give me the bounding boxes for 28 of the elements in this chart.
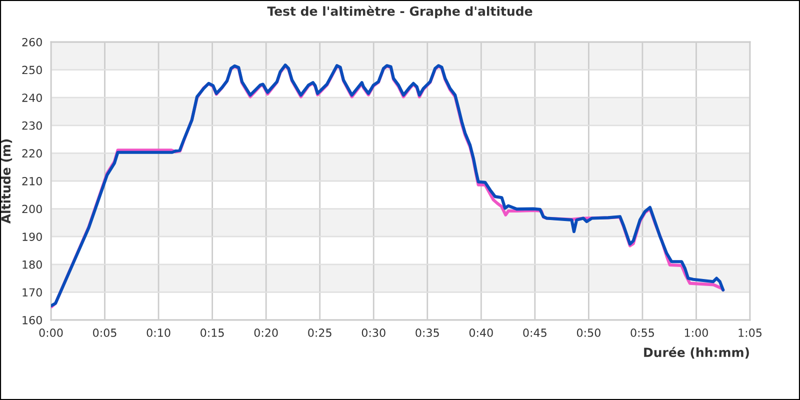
- x-tick-label: 0:35: [416, 328, 439, 337]
- y-tick-label: 190: [22, 232, 42, 241]
- y-tick-label: 160: [22, 316, 42, 324]
- x-tick-label: 1:00: [684, 328, 708, 337]
- x-tick-label: 0:20: [254, 328, 278, 337]
- x-tick-label: 0:10: [146, 328, 170, 337]
- x-tick-label: 1:05: [738, 328, 762, 337]
- y-tick-label: 260: [22, 38, 42, 46]
- y-axis-title: Altitude (m): [0, 139, 12, 224]
- y-tick-label: 210: [22, 176, 42, 186]
- x-axis-title: Durée (hh:mm): [644, 346, 749, 359]
- y-tick-label: 200: [22, 204, 42, 214]
- x-tick-label: 0:15: [200, 328, 224, 337]
- y-tick-label: 170: [22, 288, 42, 297]
- x-tick-label: 0:05: [93, 328, 116, 337]
- y-tick-label: 220: [22, 149, 42, 158]
- y-tick-label: 240: [22, 94, 42, 102]
- y-tick-label: 230: [22, 121, 42, 130]
- x-tick-label: 0:40: [469, 328, 493, 337]
- y-tick-label: 250: [22, 66, 42, 74]
- x-tick-label: 0:50: [576, 328, 600, 337]
- chart-title: Test de l'altimètre - Graphe d'altitude: [267, 6, 532, 18]
- x-tick-label: 0:45: [523, 328, 546, 337]
- x-tick-label: 0:55: [630, 328, 654, 337]
- y-tick-label: 180: [22, 260, 42, 269]
- x-tick-label: 0:30: [362, 328, 386, 337]
- x-tick-label: 0:00: [39, 328, 63, 337]
- x-tick-label: 0:25: [308, 328, 332, 337]
